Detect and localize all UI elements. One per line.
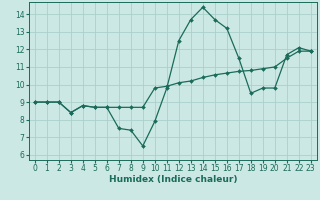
X-axis label: Humidex (Indice chaleur): Humidex (Indice chaleur) xyxy=(108,175,237,184)
